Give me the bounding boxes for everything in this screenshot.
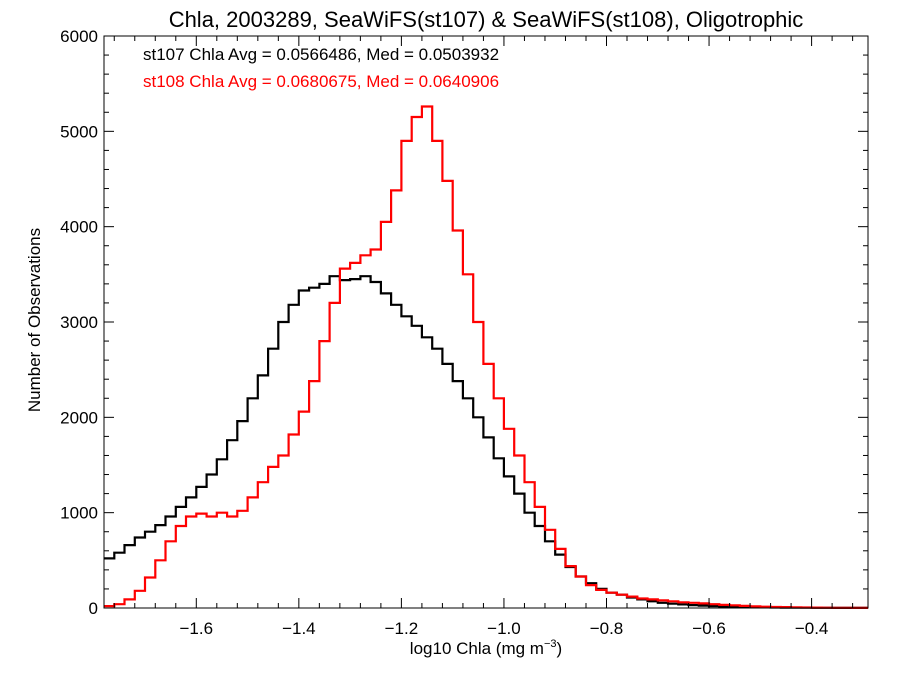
plot-border xyxy=(103,35,869,609)
y-tick-label: 2000 xyxy=(60,408,98,427)
x-axis-ticks: −1.6 −1.4 −1.2 −1.0 −0.8 −0.6 −0.4 xyxy=(113,36,854,638)
x-tick-label: −0.6 xyxy=(692,619,726,638)
x-axis-title-suffix: ) xyxy=(557,639,563,658)
series-line-2 xyxy=(104,105,868,609)
y-tick-label: 5000 xyxy=(60,122,98,141)
x-tick-label: −1.4 xyxy=(282,619,316,638)
y-tick-label: 6000 xyxy=(60,27,98,46)
chart-title: Chla, 2003289, SeaWiFS(st107) & SeaWiFS(… xyxy=(169,7,804,32)
y-axis-ticks: 0 1000 2000 3000 4000 5000 6000 xyxy=(60,27,868,618)
x-tick-label: −1.0 xyxy=(487,619,521,638)
y-tick-label: 1000 xyxy=(60,504,98,523)
x-axis-title: log10 Chla (mg m−3) xyxy=(410,638,562,658)
y-tick-label: 3000 xyxy=(60,313,98,332)
y-axis-title: Number of Observations xyxy=(25,228,44,412)
series-layer xyxy=(104,105,868,609)
stats-annotation-1: st107 Chla Avg = 0.0566486, Med = 0.0503… xyxy=(143,45,499,64)
y-tick-label: 0 xyxy=(89,599,98,618)
series-line-1 xyxy=(104,275,868,609)
x-tick-label: −0.8 xyxy=(590,619,624,638)
y-tick-label: 4000 xyxy=(60,218,98,237)
stats-annotation-2: st108 Chla Avg = 0.0680675, Med = 0.0640… xyxy=(143,72,499,91)
x-axis-title-exponent: −3 xyxy=(544,638,557,650)
x-tick-label: −1.2 xyxy=(385,619,419,638)
annotations: st107 Chla Avg = 0.0566486, Med = 0.0503… xyxy=(143,45,499,91)
x-tick-label: −0.4 xyxy=(795,619,829,638)
plot-frame xyxy=(103,35,869,609)
x-axis-title-prefix: log10 Chla (mg m xyxy=(410,639,544,658)
x-tick-label: −1.6 xyxy=(180,619,214,638)
